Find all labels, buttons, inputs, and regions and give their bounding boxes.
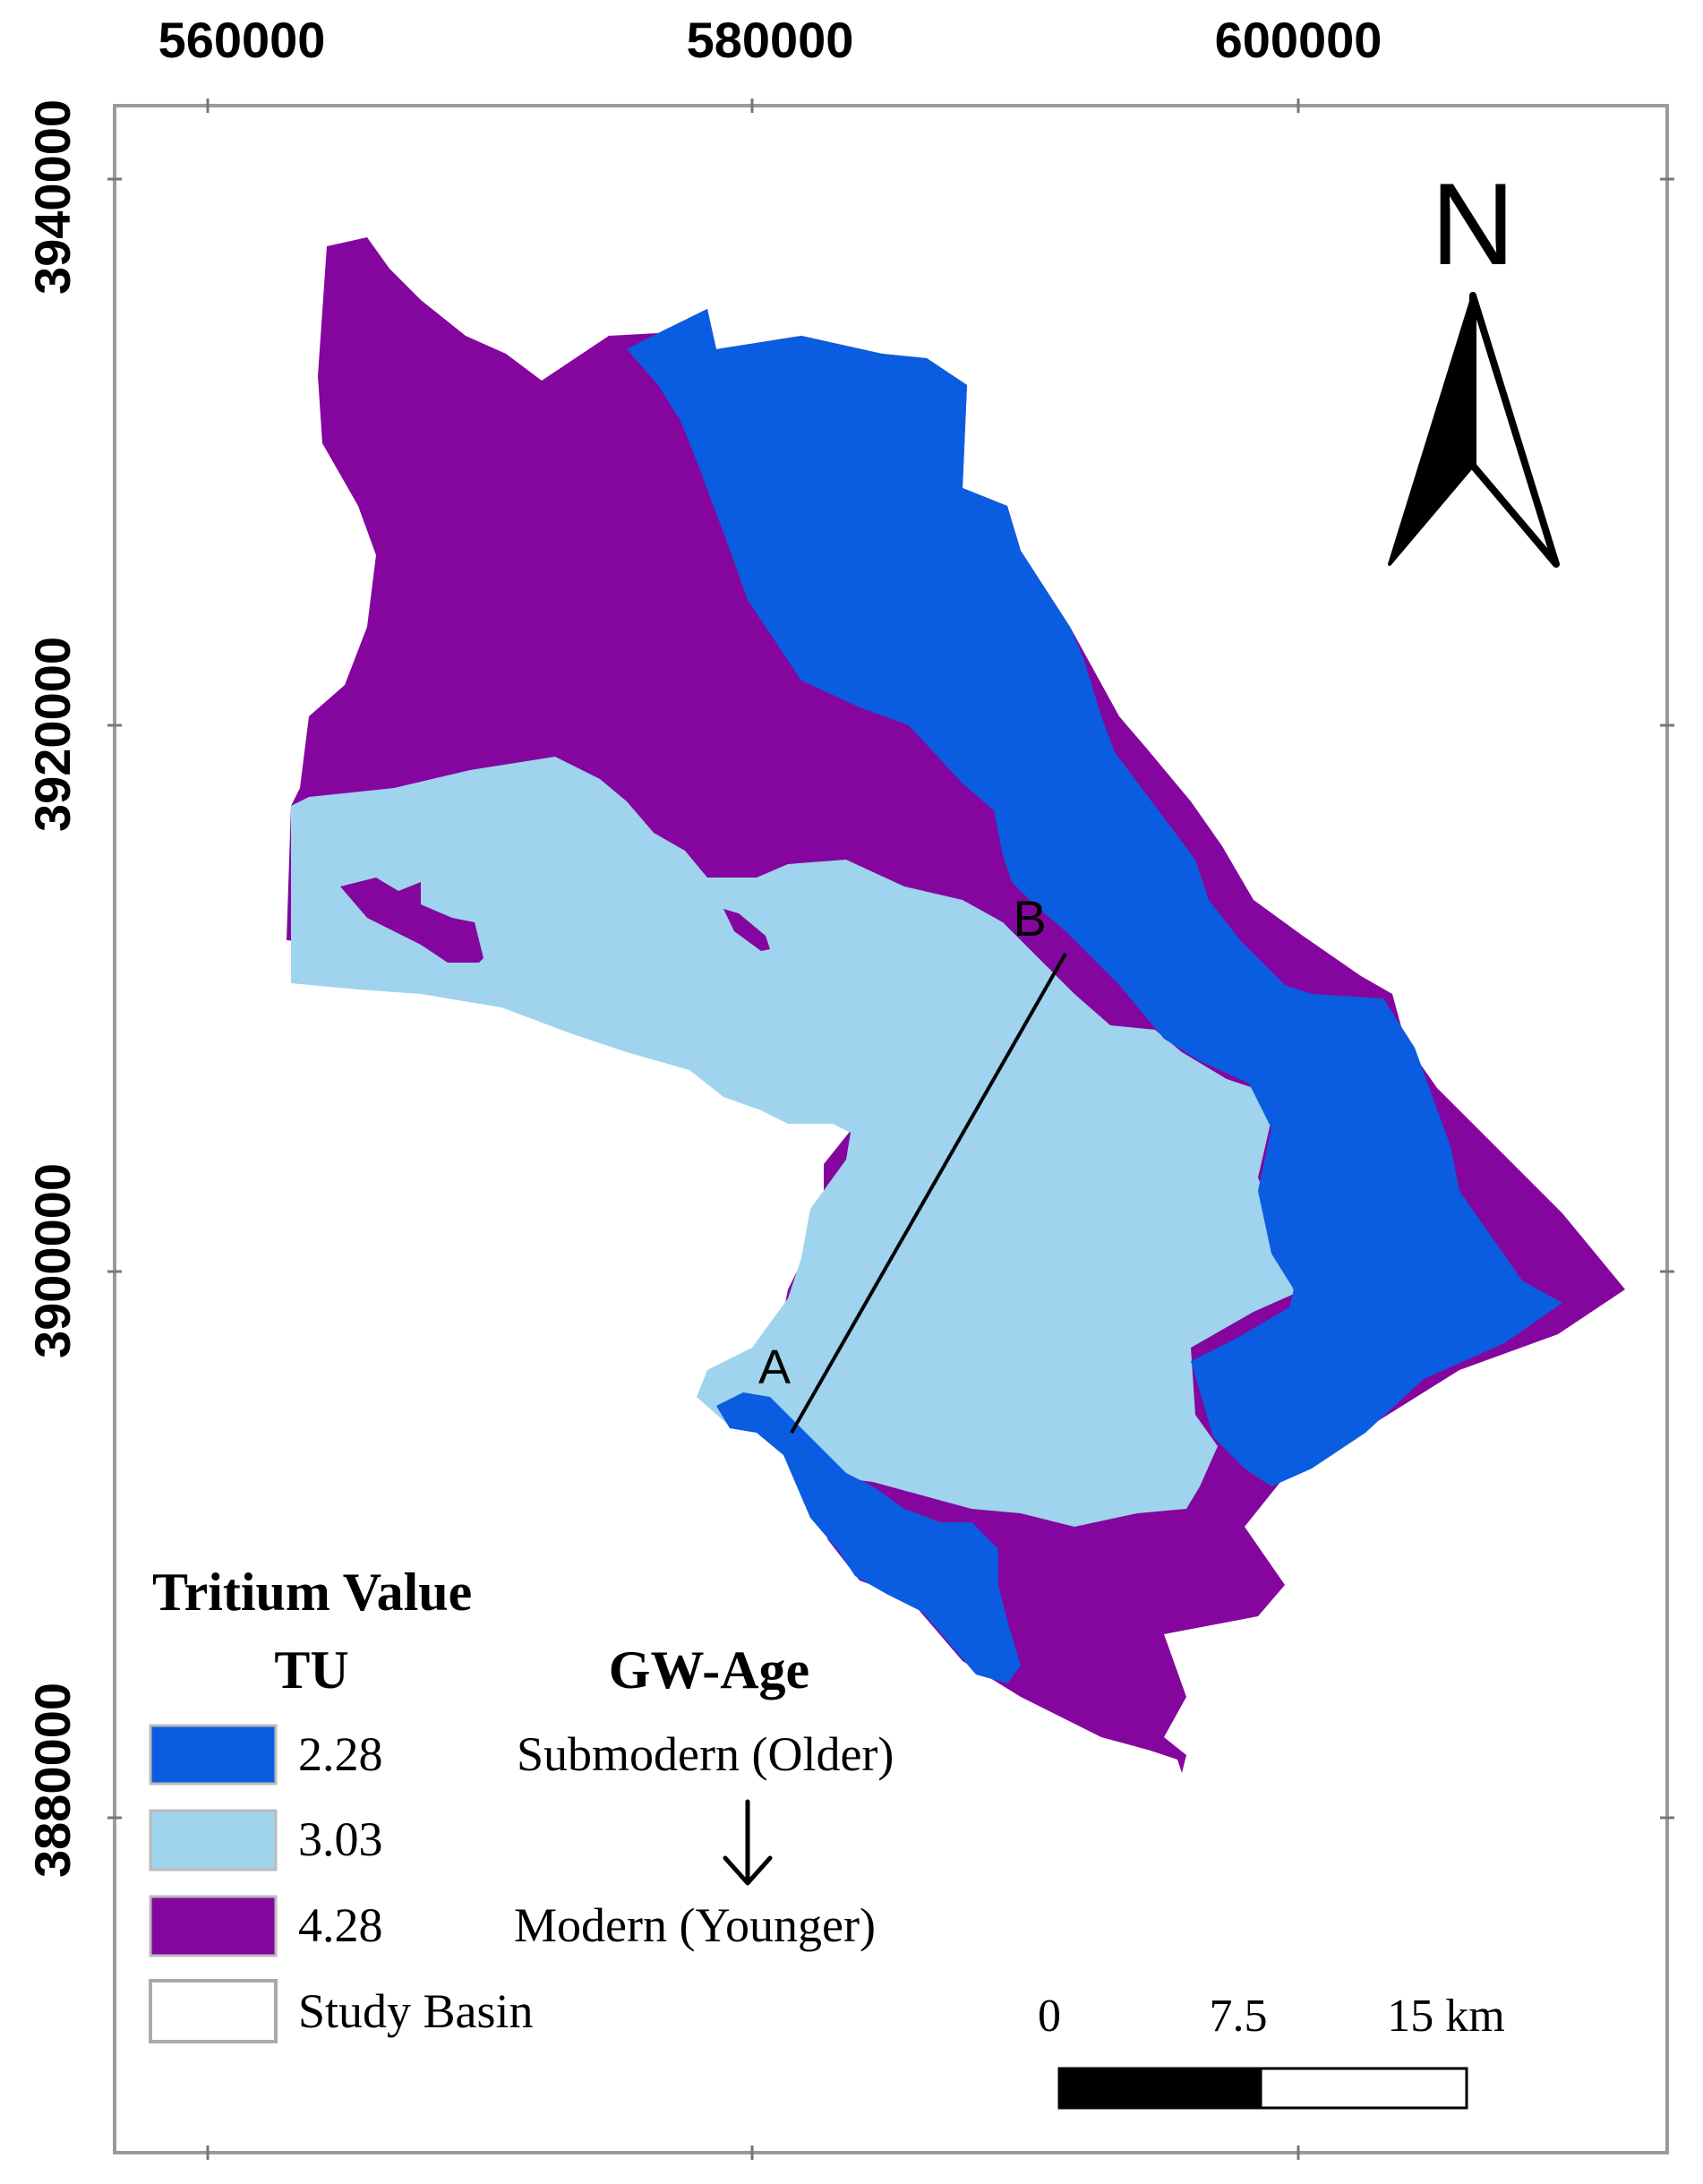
section-label-b: B — [1013, 890, 1046, 946]
legend-age-header: GW-Age — [609, 1640, 809, 1700]
zone-submodern — [716, 1392, 1021, 1683]
x-tick-label: 580000 — [687, 12, 854, 68]
y-tick-label: 3940000 — [24, 99, 81, 295]
basin-zones — [287, 237, 1625, 1773]
legend-tu-header: TU — [274, 1640, 348, 1700]
y-tick-label: 3920000 — [24, 637, 81, 832]
legend-age: Submodern (Older) — [517, 1727, 894, 1781]
north-arrow: N — [1388, 158, 1560, 568]
x-tick-label: 600000 — [1215, 12, 1382, 68]
scale-label: 15 km — [1387, 1991, 1504, 2042]
scale-bar-segment-black — [1057, 2067, 1262, 2110]
legend-basin-label: Study Basin — [298, 1984, 534, 2038]
legend-value: 4.28 — [298, 1898, 383, 1952]
scale-bar: 0 7.5 15 km — [1038, 1991, 1505, 2110]
scale-bar-segment-white — [1259, 2067, 1468, 2110]
y-tick-label: 3880000 — [24, 1683, 81, 1878]
legend-swatch — [149, 1809, 278, 1871]
zone-modern-island — [340, 878, 484, 963]
legend-age: Modern (Younger) — [514, 1898, 876, 1952]
down-arrow-icon — [723, 1799, 773, 1886]
section-label-a: A — [758, 1340, 791, 1394]
section-line — [790, 953, 1067, 1434]
legend-swatch — [149, 1895, 278, 1957]
tick-marks — [107, 98, 1674, 2160]
legend-value: 3.03 — [298, 1812, 383, 1866]
legend-swatch-basin — [149, 1979, 278, 2043]
legend-value: 2.28 — [298, 1727, 383, 1781]
legend-title: Tritium Value — [152, 1563, 472, 1622]
y-tick-label: 3900000 — [24, 1163, 81, 1358]
zone-submodern — [627, 309, 1562, 1486]
scale-label: 0 — [1038, 1991, 1061, 2042]
north-arrow-right-icon — [1469, 292, 1560, 568]
north-label: N — [1431, 158, 1515, 289]
legend-swatch — [149, 1724, 278, 1786]
scale-label: 7.5 — [1210, 1991, 1268, 2042]
zone-intermediate — [291, 757, 1294, 1527]
legend: Tritium Value TU GW-Age 2.28 Submodern (… — [149, 1563, 894, 2043]
zone-modern-island — [723, 909, 770, 951]
x-tick-label: 560000 — [158, 12, 326, 68]
